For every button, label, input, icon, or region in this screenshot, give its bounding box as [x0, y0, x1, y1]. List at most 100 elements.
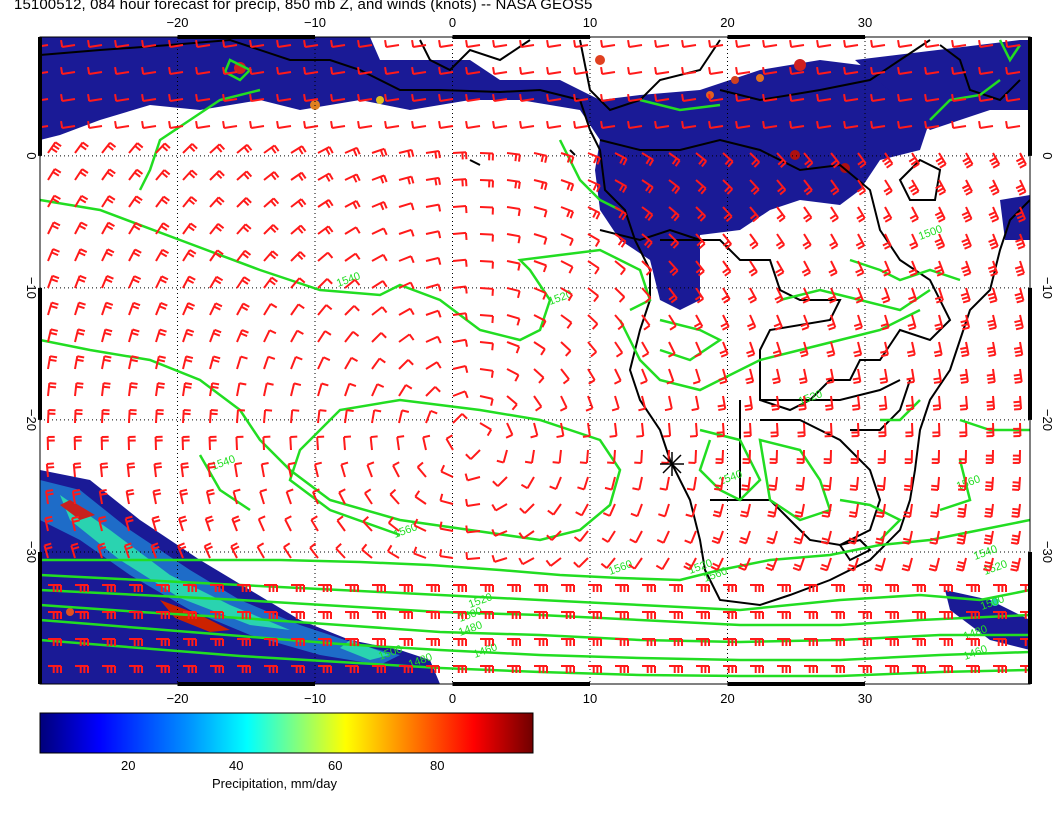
- wind-barb: [182, 222, 197, 235]
- wind-barb: [939, 665, 953, 673]
- wind-barb: [291, 584, 305, 592]
- wind-barb: [546, 39, 562, 49]
- wind-barb: [479, 152, 494, 161]
- wind-barb: [534, 638, 548, 646]
- wind-barb: [357, 120, 373, 130]
- wind-barb: [750, 584, 764, 592]
- wind-barb: [344, 199, 361, 210]
- wind-barb: [491, 554, 508, 563]
- wind-barb: [357, 93, 373, 103]
- wind-barb: [372, 665, 386, 673]
- wind-barb: [769, 449, 778, 464]
- wind-barb: [128, 168, 144, 181]
- wind-barb: [560, 314, 573, 329]
- wind-barb: [344, 409, 354, 424]
- wind-barb: [182, 382, 193, 397]
- wind-barb: [636, 422, 645, 438]
- wind-barb: [819, 557, 832, 572]
- wind-barb: [829, 206, 839, 223]
- wind-barb: [479, 395, 494, 406]
- wind-barb: [480, 638, 494, 646]
- wind-barb: [534, 611, 548, 619]
- wind-barb: [882, 233, 892, 250]
- wind-barb: [934, 260, 945, 277]
- wind-barb: [935, 179, 947, 196]
- wind-barb: [668, 260, 679, 277]
- wind-barb: [797, 422, 806, 438]
- wind-barb: [735, 66, 751, 76]
- wind-barb: [533, 287, 547, 300]
- wind-barb: [876, 476, 886, 491]
- wind-barb: [776, 179, 787, 196]
- colorbar-title: Precipitation, mm/day: [212, 776, 337, 791]
- wind-barb: [317, 409, 327, 424]
- wind-barb: [344, 226, 361, 235]
- wind-barb: [957, 503, 967, 518]
- wind-barb: [209, 328, 222, 343]
- wind-barb: [344, 356, 359, 370]
- wind-barb: [588, 638, 602, 646]
- wind-barb: [126, 462, 136, 478]
- wind-barb: [588, 584, 602, 592]
- wind-barb: [479, 179, 494, 188]
- wind-barb: [804, 638, 818, 646]
- wind-barb: [317, 304, 333, 316]
- wind-barb: [829, 233, 839, 250]
- wind-barb: [735, 39, 751, 49]
- wind-barb: [738, 557, 751, 571]
- wind-barb: [854, 287, 864, 304]
- wind-barb: [236, 170, 253, 181]
- wind-barb: [425, 386, 441, 397]
- wind-barb: [425, 309, 442, 318]
- wind-barb: [777, 611, 791, 619]
- wind-barb: [796, 449, 805, 464]
- wind-barb: [561, 611, 575, 619]
- wind-barb: [795, 476, 805, 491]
- wind-barb: [465, 120, 481, 130]
- wind-barb: [560, 152, 575, 164]
- wind-barb: [668, 314, 677, 331]
- wind-barb: [128, 275, 142, 289]
- wind-barb: [986, 341, 997, 358]
- wind-barb: [47, 301, 59, 316]
- wind-barb: [856, 179, 867, 196]
- wind-barb: [552, 449, 562, 464]
- wind-barb: [560, 341, 572, 357]
- wind-barb: [236, 355, 248, 370]
- wind-barb: [453, 611, 467, 619]
- wind-barb: [686, 476, 697, 491]
- wind-barb: [263, 197, 280, 208]
- wind-barb: [182, 355, 194, 370]
- wind-barb: [695, 179, 707, 195]
- wind-barb: [151, 515, 161, 532]
- wind-barb: [74, 274, 87, 289]
- wind-barb: [284, 515, 292, 532]
- wind-barb: [425, 176, 441, 186]
- wind-barb: [560, 287, 574, 302]
- wind-barb: [318, 584, 332, 592]
- wind-barb: [903, 476, 913, 491]
- wind-barb: [883, 179, 893, 196]
- wind-barb: [439, 521, 454, 532]
- wind-barb: [506, 233, 521, 244]
- wind-barb: [711, 530, 724, 545]
- wind-barb: [453, 584, 467, 592]
- wind-barb: [505, 422, 514, 439]
- wind-barb: [345, 584, 359, 592]
- wind-barb: [263, 171, 280, 181]
- lon-tick-label-bottom: −20: [166, 691, 188, 706]
- wind-barb: [951, 120, 967, 130]
- wind-barb: [987, 314, 997, 331]
- wind-barb: [934, 287, 944, 304]
- wind-barb: [932, 422, 941, 438]
- wind-barb: [102, 665, 116, 673]
- wind-barb: [236, 144, 253, 154]
- wind-barb: [708, 120, 724, 130]
- wind-barb: [694, 287, 705, 304]
- wind-barb: [127, 435, 136, 451]
- wind-barb: [641, 206, 654, 221]
- contour-label: 1540: [335, 270, 362, 290]
- wind-barb: [75, 638, 89, 646]
- wind-barb: [426, 665, 440, 673]
- wind-barb: [74, 409, 83, 424]
